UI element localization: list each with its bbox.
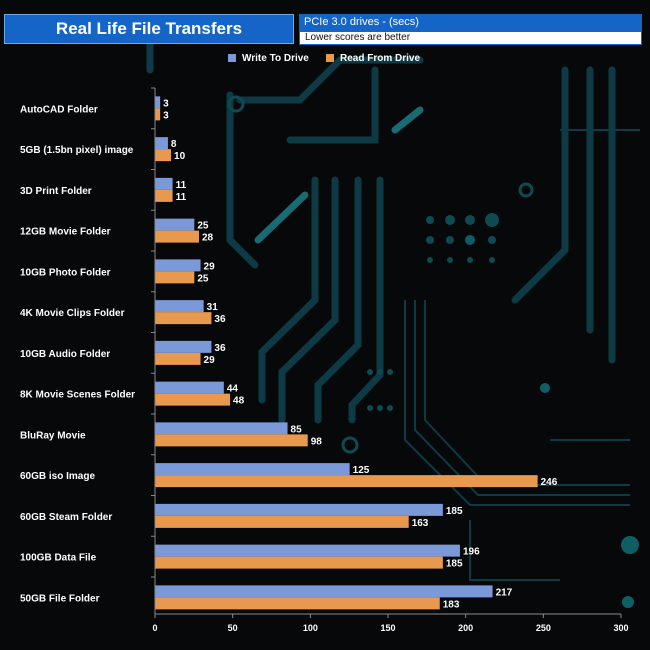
data-label-read: 36 [214,314,226,325]
bar-read [155,597,440,610]
bar-read [155,149,172,162]
bar-write [155,177,173,190]
bar-read [155,556,443,569]
chart-title: Real Life File Transfers [4,14,294,44]
data-label-write: 25 [197,221,209,232]
bar-write [155,422,288,435]
category-label: 8K Movie Scenes Folder [20,390,135,401]
bar-write [155,96,161,109]
bar-write [155,340,212,353]
data-label-write: 217 [496,587,513,598]
legend-swatch-read [326,54,334,62]
data-label-read: 11 [176,192,187,203]
bar-write [155,259,201,272]
data-label-write: 196 [463,547,480,558]
legend-item-write: Write To Drive [228,51,309,65]
category-label: 50GB File Folder [20,593,100,604]
category-label: 60GB iso Image [20,471,95,482]
category-label: 10GB Audio Folder [20,349,110,360]
chart-note: Lower scores are better [299,31,642,45]
bar-read [155,434,308,447]
x-tick-label: 250 [536,623,551,633]
chart-subtitle: PCIe 3.0 drives - (secs) [299,14,642,31]
data-label-write: 185 [446,506,463,517]
x-tick-label: 50 [228,623,238,633]
legend-label-read: Read From Drive [340,52,421,64]
bar-write [155,503,443,516]
category-label: 100GB Data File [20,553,97,564]
bar-read [155,108,161,121]
category-label: AutoCAD Folder [20,104,98,115]
bar-read [155,352,201,365]
bar-read [155,189,173,202]
bar-write [155,137,168,150]
data-label-read: 10 [174,151,186,162]
category-label: 4K Movie Clips Folder [20,308,125,319]
bar-write [155,218,195,231]
x-tick-label: 200 [458,623,473,633]
legend: Write To Drive Read From Drive [0,51,650,65]
data-label-write: 36 [214,343,226,354]
category-label: 5GB (1.5bn pixel) image [20,145,134,156]
category-label: 10GB Photo Folder [20,267,111,278]
bar-read [155,475,538,488]
x-tick-label: 300 [613,623,628,633]
legend-label-write: Write To Drive [242,52,309,64]
bar-write [155,585,493,598]
data-label-write: 29 [204,261,216,272]
data-label-read: 163 [412,518,429,529]
bar-read [155,393,231,406]
bar-read [155,312,212,325]
bar-read [155,271,195,284]
data-label-read: 29 [204,355,216,366]
category-label: BluRay Movie [20,430,86,441]
x-tick-label: 100 [303,623,318,633]
data-label-write: 11 [176,180,187,191]
bar-write [155,544,460,557]
legend-swatch-write [228,54,236,62]
data-label-read: 25 [197,273,209,284]
data-label-read: 48 [233,396,245,407]
data-label-read: 28 [202,233,214,244]
bar-write [155,381,224,394]
data-label-write: 125 [353,465,370,476]
x-tick-label: 0 [152,623,157,633]
bar-write [155,300,204,313]
data-label-read: 3 [163,110,169,121]
legend-item-read: Read From Drive [326,51,420,65]
bar-write [155,463,350,476]
category-label: 12GB Movie Folder [20,227,111,238]
data-label-write: 8 [171,139,177,150]
data-label-read: 98 [311,436,323,447]
data-label-write: 44 [227,384,239,395]
data-label-read: 183 [443,599,460,610]
bar-read [155,230,199,243]
category-label: 60GB Steam Folder [20,512,112,523]
data-label-read: 246 [541,477,558,488]
data-label-read: 185 [446,559,463,570]
bar-read [155,515,409,528]
x-tick-label: 150 [380,623,395,633]
data-label-write: 85 [291,424,303,435]
data-label-write: 3 [163,98,169,109]
category-label: 3D Print Folder [20,186,92,197]
data-label-write: 31 [207,302,219,313]
